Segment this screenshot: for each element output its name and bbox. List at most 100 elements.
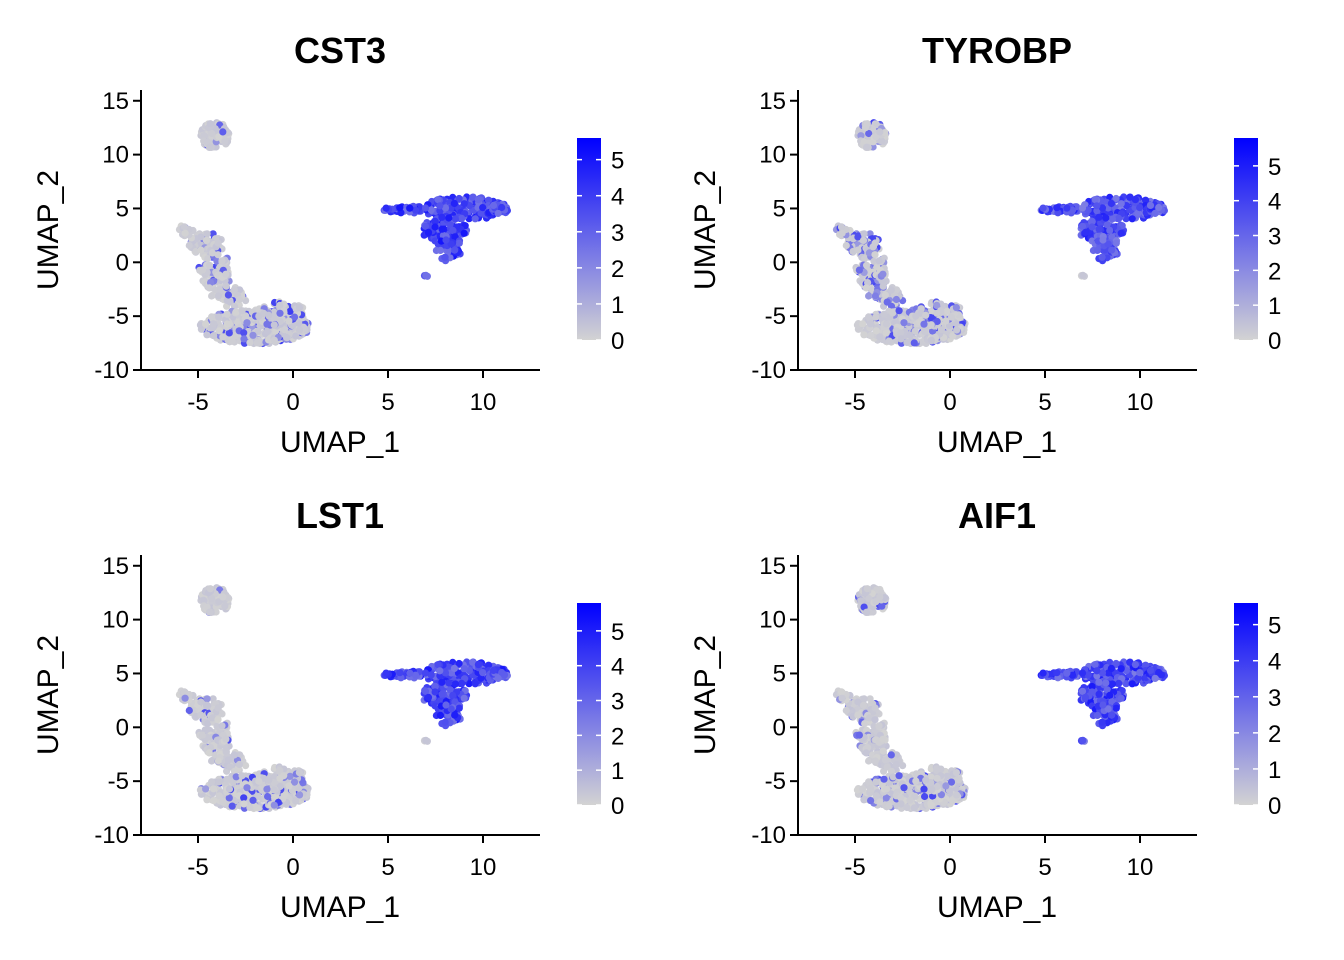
cell-point xyxy=(1142,196,1150,204)
legend-tick-label: 2 xyxy=(1268,258,1281,285)
cell-point xyxy=(276,317,284,326)
cell-point xyxy=(286,772,294,780)
cell-point xyxy=(477,674,485,682)
x-tick-label: -5 xyxy=(844,389,865,416)
cell-point xyxy=(1108,215,1117,223)
cell-point xyxy=(246,803,254,812)
cell-point xyxy=(933,309,941,317)
cell-point xyxy=(203,331,211,339)
panel-title: AIF1 xyxy=(958,495,1036,536)
cell-point xyxy=(238,307,246,315)
cell-point xyxy=(1063,669,1071,677)
cell-point xyxy=(1081,228,1090,236)
cell-point xyxy=(947,313,956,321)
cell-point xyxy=(270,308,278,316)
cell-point xyxy=(893,286,901,294)
cell-point xyxy=(879,747,887,755)
cell-point xyxy=(1053,204,1061,212)
cell-point xyxy=(396,669,404,677)
cell-point xyxy=(927,308,935,316)
cell-point xyxy=(206,143,214,151)
cell-point xyxy=(889,773,897,781)
cell-point xyxy=(871,757,879,765)
cell-point xyxy=(880,310,888,318)
scatter-points xyxy=(175,119,511,348)
cell-point xyxy=(427,206,435,214)
cell-point xyxy=(382,669,390,677)
cell-point xyxy=(933,774,941,782)
cell-point xyxy=(1079,736,1087,744)
y-axis-label: UMAP_2 xyxy=(689,170,722,290)
cell-point xyxy=(865,313,873,321)
x-tick-label: 0 xyxy=(943,854,956,881)
y-tick-label: 0 xyxy=(773,249,786,276)
cell-point xyxy=(861,720,869,728)
cell-point xyxy=(263,320,271,328)
cell-point xyxy=(1068,671,1077,679)
cell-point xyxy=(427,671,435,679)
cell-point xyxy=(451,215,460,223)
cell-point xyxy=(479,204,487,212)
cell-point xyxy=(871,704,879,712)
cell-point xyxy=(209,320,218,328)
cell-point xyxy=(254,327,262,335)
cell-point xyxy=(206,608,214,616)
cell-point xyxy=(202,701,211,709)
cell-point xyxy=(205,284,213,292)
cell-point xyxy=(1108,246,1116,254)
cell-point xyxy=(1063,204,1071,212)
cell-point xyxy=(214,251,222,259)
cell-point xyxy=(185,241,193,250)
cell-point xyxy=(445,679,453,687)
cell-point xyxy=(438,213,446,221)
cell-point xyxy=(1142,661,1150,669)
cell-point xyxy=(264,327,272,336)
cell-point xyxy=(280,326,288,334)
cell-point xyxy=(225,320,234,328)
legend-tick-label: 1 xyxy=(1268,293,1281,320)
cell-point xyxy=(474,661,482,669)
cell-point xyxy=(922,311,930,319)
cell-point xyxy=(232,308,240,316)
cell-point xyxy=(290,313,299,321)
cell-point xyxy=(1112,659,1120,668)
cell-point xyxy=(838,229,846,237)
y-tick-label: 15 xyxy=(102,553,129,580)
cell-point xyxy=(438,225,446,233)
cell-point xyxy=(1104,240,1112,248)
cell-point xyxy=(1078,204,1087,212)
cell-point xyxy=(1079,271,1087,279)
cell-point xyxy=(1078,222,1087,230)
cell-point xyxy=(900,784,908,792)
cell-point xyxy=(910,804,918,812)
cell-point xyxy=(223,310,231,318)
cell-point xyxy=(865,714,873,722)
cell-point xyxy=(860,695,868,703)
cell-point xyxy=(1103,686,1111,694)
legend-tick-label: 2 xyxy=(611,723,624,750)
cell-point xyxy=(460,229,468,237)
y-axis-label: UMAP_2 xyxy=(32,170,65,290)
cell-point xyxy=(489,201,498,209)
cell-point xyxy=(875,722,883,730)
cell-point xyxy=(206,120,214,128)
color-bar xyxy=(577,603,601,805)
cell-point xyxy=(871,716,879,724)
cell-point xyxy=(947,778,956,786)
cell-point xyxy=(1039,204,1047,212)
cell-point xyxy=(1104,705,1112,713)
cell-point xyxy=(290,778,299,786)
y-tick-label: -5 xyxy=(108,768,129,795)
cell-point xyxy=(854,233,862,241)
cell-point xyxy=(1088,217,1096,226)
color-bar xyxy=(577,138,601,340)
x-tick-label: 10 xyxy=(470,389,497,416)
cell-point xyxy=(893,751,901,759)
cell-point xyxy=(206,585,214,593)
cell-point xyxy=(1081,693,1090,701)
cell-point xyxy=(1093,711,1101,719)
cell-point xyxy=(225,794,233,802)
x-tick-label: 10 xyxy=(470,854,497,881)
cell-point xyxy=(942,782,950,790)
